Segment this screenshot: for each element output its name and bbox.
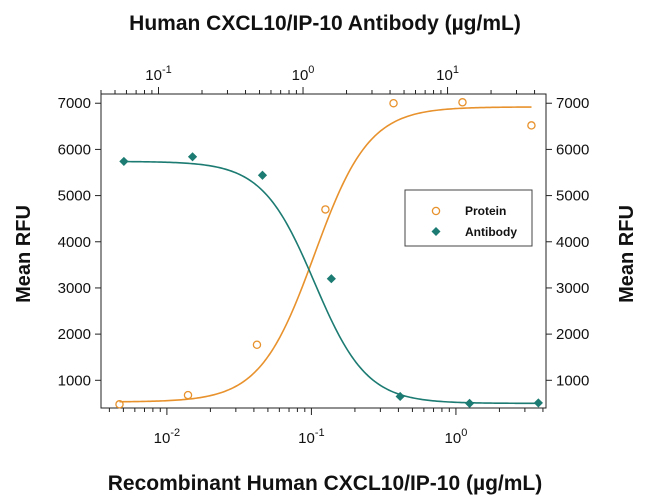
ytick-label-right: 7000 bbox=[556, 95, 589, 112]
ytick-label-right: 1000 bbox=[556, 372, 589, 389]
xtick-bottom-tick-label: 10-1 bbox=[298, 427, 324, 447]
legend-box bbox=[404, 189, 533, 247]
ytick-label-left: 1000 bbox=[58, 372, 91, 389]
ytick-label-left: 7000 bbox=[58, 95, 91, 112]
top-axis-title: Human CXCL10/IP-10 Antibody (µg/mL) bbox=[129, 12, 521, 35]
plot-frame bbox=[100, 93, 547, 409]
point-antibody bbox=[119, 156, 129, 167]
legend-label-antibody: Antibody bbox=[465, 225, 517, 239]
legend-marker-protein bbox=[431, 206, 441, 216]
xtick-top-tick-label: 10-1 bbox=[145, 64, 171, 84]
point-antibody bbox=[395, 391, 405, 402]
point-antibody bbox=[326, 274, 336, 284]
point-antibody bbox=[187, 152, 198, 162]
ytick-label-right: 4000 bbox=[556, 234, 589, 251]
left-axis-title: Mean RFU bbox=[13, 205, 35, 303]
ytick-label-left: 6000 bbox=[58, 141, 91, 158]
point-protein bbox=[389, 98, 398, 108]
ytick-label-left: 4000 bbox=[58, 234, 91, 251]
ytick-label-left: 3000 bbox=[58, 280, 91, 297]
xtick-top-tick-label: 100 bbox=[292, 64, 315, 84]
point-protein bbox=[183, 390, 193, 400]
legend-label-protein: Protein bbox=[465, 204, 506, 218]
fit-curve-protein bbox=[119, 106, 532, 403]
point-protein bbox=[458, 98, 467, 107]
data-points bbox=[115, 98, 543, 409]
ytick-label-right: 3000 bbox=[556, 280, 589, 297]
ytick-label-right: 5000 bbox=[556, 188, 589, 205]
axis-ticks: 1000 1000 2000 2000 3000 3000 4000 4000 5000 5000… bbox=[58, 64, 590, 447]
xtick-bottom-tick-label: 100 bbox=[445, 427, 468, 447]
point-protein bbox=[321, 205, 330, 214]
point-protein bbox=[115, 400, 124, 409]
point-protein bbox=[252, 340, 262, 349]
xtick-bottom-tick-label: 10-2 bbox=[154, 427, 180, 447]
bottom-axis-title: Recombinant Human CXCL10/IP-10 (µg/mL) bbox=[108, 472, 543, 495]
point-protein bbox=[527, 121, 536, 130]
point-antibody bbox=[533, 398, 543, 408]
xtick-top-tick-label: 101 bbox=[436, 64, 459, 84]
ytick-label-right: 2000 bbox=[556, 326, 589, 343]
ytick-label-right: 6000 bbox=[556, 141, 589, 158]
right-axis-title: Mean RFU bbox=[616, 205, 638, 303]
point-antibody bbox=[464, 398, 475, 408]
point-antibody bbox=[257, 170, 268, 180]
legend: Protein Antibody bbox=[404, 189, 533, 247]
ytick-label-left: 2000 bbox=[58, 326, 91, 343]
fit-curves bbox=[119, 106, 539, 405]
ytick-label-left: 5000 bbox=[58, 188, 91, 205]
legend-marker-antibody bbox=[431, 227, 441, 236]
